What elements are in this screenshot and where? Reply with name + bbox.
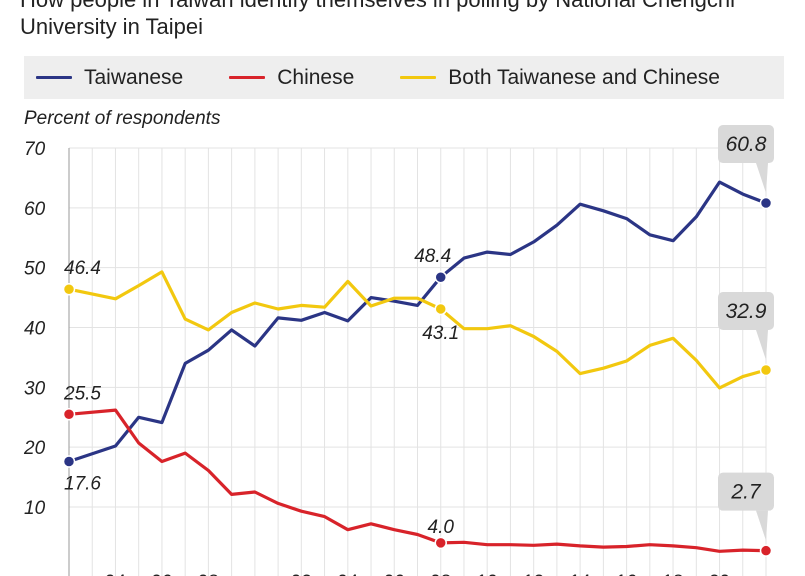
data-label: 4.0 — [428, 517, 455, 538]
data-label: 17.6 — [64, 474, 101, 495]
callout-box: 2.7 — [718, 472, 774, 541]
data-label: 46.4 — [64, 258, 101, 279]
x-tick-label: 96 — [151, 572, 172, 576]
data-label: 48.4 — [414, 246, 451, 267]
x-tick-label: 10 — [477, 572, 498, 576]
data-label: 60.8 — [726, 133, 767, 156]
callout-background — [718, 472, 774, 511]
data-point — [62, 455, 76, 468]
y-tick-label: 50 — [24, 259, 46, 280]
data-point — [434, 270, 447, 284]
data-label: 32.9 — [726, 300, 767, 323]
gridlines — [68, 147, 767, 576]
data-point — [62, 408, 76, 421]
series-line-taiwanese — [67, 180, 768, 464]
callout-box: 32.9 — [718, 291, 774, 360]
legend-label: Both Taiwanese and Chinese — [448, 65, 720, 89]
data-point — [759, 196, 773, 210]
legend-label: Taiwanese — [84, 65, 184, 89]
y-tick-label: 40 — [24, 319, 46, 340]
legend-item-both: Both Taiwanese and Chinese — [400, 66, 720, 90]
legend-swatch-chinese — [229, 76, 266, 79]
data-point — [434, 302, 447, 316]
data-label: 43.1 — [422, 323, 459, 344]
callout-pointer — [756, 510, 768, 541]
data-point — [62, 282, 76, 296]
data-point — [434, 536, 447, 550]
x-tick-label: 16 — [616, 572, 637, 576]
x-tick-label: 08 — [430, 572, 451, 576]
y-tick-label: 30 — [24, 378, 46, 399]
series-line-chinese — [67, 408, 768, 553]
y-tick-label: 10 — [24, 498, 46, 519]
y-tick-label: 70 — [24, 139, 46, 160]
x-tick-label: 94 — [105, 572, 127, 576]
callout-pointer — [756, 163, 768, 194]
x-tick-label: 12 — [523, 572, 544, 576]
x-tick-label: 18 — [662, 572, 683, 576]
y-axis-label: Percent of respondents — [24, 108, 221, 129]
x-tick-label: 98 — [198, 572, 219, 576]
legend: Taiwanese Chinese Both Taiwanese and Chi… — [24, 56, 784, 99]
x-tick-label: 20 — [709, 572, 730, 576]
legend-item-chinese: Chinese — [229, 66, 354, 90]
data-label: 2.7 — [730, 481, 762, 504]
callout-box: 60.8 — [718, 125, 774, 194]
chart-subtitle: How people in Taiwan identify themselves… — [20, 0, 735, 39]
x-tick-label: 04 — [337, 572, 359, 576]
x-tick-label: 02 — [291, 572, 312, 576]
x-tick-label: 14 — [570, 572, 592, 576]
callout-pointer — [756, 329, 768, 360]
legend-swatch-both — [400, 76, 437, 79]
series-line-both — [67, 270, 768, 390]
x-tick-label: 06 — [384, 572, 405, 576]
legend-label: Chinese — [277, 65, 355, 89]
y-tick-label: 20 — [23, 438, 46, 459]
data-label: 25.5 — [63, 383, 101, 404]
legend-swatch-taiwanese — [36, 76, 72, 79]
y-tick-label: 60 — [24, 199, 46, 220]
callout-background — [718, 125, 774, 164]
data-point — [759, 544, 773, 557]
callout-background — [718, 291, 774, 330]
legend-item-taiwanese: Taiwanese — [36, 66, 183, 90]
data-point — [759, 363, 773, 377]
